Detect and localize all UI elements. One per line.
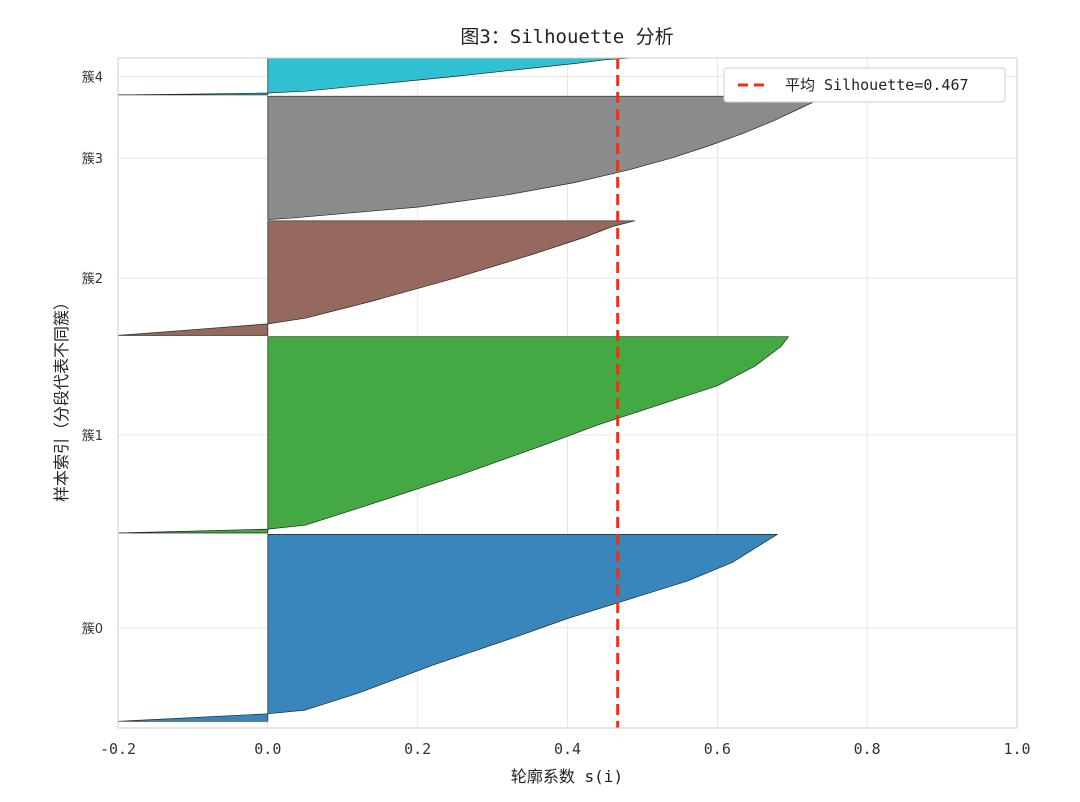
legend-box bbox=[723, 67, 1006, 103]
legend: 平均 Silhouette=0.467 bbox=[723, 67, 1006, 103]
series-layer bbox=[117, 57, 827, 722]
x-tick-label: -0.2 bbox=[100, 740, 136, 758]
cluster-label: 簇3 bbox=[82, 152, 103, 167]
cluster-label: 簇0 bbox=[82, 622, 103, 637]
legend-average-label: 平均 Silhouette=0.467 bbox=[785, 76, 969, 94]
x-tick-label: 0.4 bbox=[554, 740, 581, 758]
x-tick-label: 0.2 bbox=[404, 740, 431, 758]
plot-area bbox=[117, 57, 1018, 729]
silhouette-cluster-1 bbox=[117, 336, 789, 534]
chart-title: 图3：Silhouette 分析 bbox=[460, 26, 673, 48]
cluster-labels: 簇0 簇1 簇2 簇3 簇4 bbox=[82, 70, 103, 636]
x-axis-ticks: -0.2 0.0 0.2 0.4 0.6 0.8 1.0 bbox=[100, 740, 1031, 758]
cluster-label: 簇1 bbox=[82, 429, 103, 444]
x-tick-label: 0.6 bbox=[704, 740, 731, 758]
silhouette-cluster-2 bbox=[117, 220, 636, 336]
cluster-label: 簇2 bbox=[82, 272, 103, 287]
x-tick-label: 0.0 bbox=[254, 740, 281, 758]
x-tick-label: 0.8 bbox=[854, 740, 881, 758]
y-axis-label: 样本索引（分段代表不同簇） bbox=[52, 294, 71, 502]
x-tick-label: 1.0 bbox=[1003, 740, 1030, 758]
cluster-label: 簇4 bbox=[82, 70, 103, 85]
x-axis-label: 轮廓系数 s(i) bbox=[511, 767, 623, 786]
plot-frame bbox=[117, 57, 1018, 729]
silhouette-cluster-0 bbox=[117, 534, 778, 722]
